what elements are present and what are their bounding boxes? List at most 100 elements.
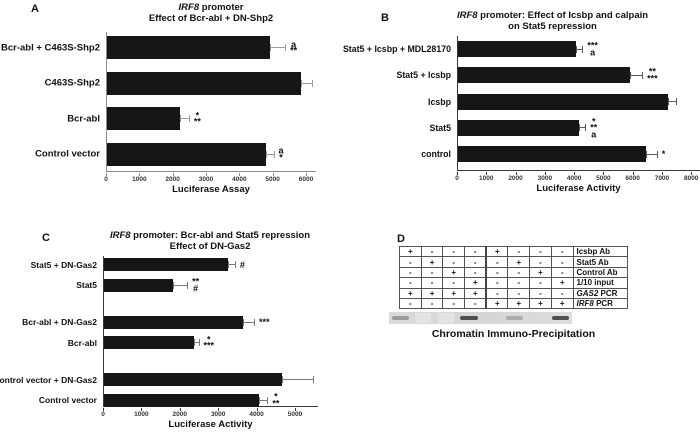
significance-mark: ***	[647, 73, 658, 84]
category-label: Icsbp	[428, 96, 451, 107]
gene-name-italic: IRF8	[109, 230, 131, 241]
error-bar	[179, 115, 190, 122]
panel-b-plot: *** a ** *** * ** a *	[457, 36, 700, 171]
condition-cell: +	[507, 297, 531, 310]
x-tick-mark	[486, 172, 488, 175]
condition-cell: -	[464, 245, 487, 258]
row-label: Stat5 Ab	[572, 256, 628, 268]
panel-b-title: IRF8 promoter: Effect of Icsbp and calpa…	[410, 10, 695, 32]
x-tick-label: 3000	[198, 176, 214, 183]
panel-c-label: C	[42, 232, 50, 244]
condition-cell: -	[485, 256, 509, 268]
row-label: Control Ab	[572, 266, 628, 279]
x-tick-mark	[256, 408, 258, 411]
panel-a-plot: a ** * ** a *	[106, 32, 316, 172]
panel-b: B IRF8 promoter: Effect of Icsbp and cal…	[342, 0, 700, 210]
panel-a-x-axis-label: Luciferase Assay	[172, 184, 250, 195]
x-tick-mark	[172, 173, 174, 176]
table-row: + + + + - - - - GAS2 PCR	[399, 287, 628, 299]
gel-lane	[412, 312, 435, 324]
table-row: + - - - + - - - Icsbp Ab	[399, 245, 628, 258]
bar	[107, 71, 302, 95]
error-bar	[630, 71, 644, 79]
panel-a-x-ticks: 0 1000 2000 3000 4000 5000 6000	[104, 173, 316, 187]
condition-cell: +	[420, 287, 444, 299]
significance-mark: #	[239, 259, 245, 270]
gene-name-italic: GAS2	[576, 288, 599, 298]
condition-cell: +	[442, 287, 466, 299]
x-tick-mark	[457, 172, 458, 175]
category-label: Stat5	[429, 122, 451, 133]
condition-cell: -	[529, 256, 552, 268]
condition-cell: +	[529, 266, 552, 279]
x-tick-mark	[306, 173, 307, 176]
panel-b-x-axis-label: Luciferase Activity	[536, 183, 621, 194]
significance-annotation: ***	[190, 111, 201, 126]
gel-lane	[435, 312, 458, 324]
significance-mark: #	[193, 283, 199, 293]
bar	[104, 258, 229, 271]
significance-annotation: ***a	[586, 117, 598, 140]
significance-mark: ***	[203, 340, 215, 351]
condition-cell: -	[550, 245, 574, 258]
significance-mark: **	[272, 398, 280, 408]
panel-c: C IRF8 promoter: Bcr-abl and Stat5 repre…	[0, 225, 350, 432]
bar	[458, 93, 668, 110]
panel-c-plot: # ** # *** * *** * **	[103, 256, 318, 407]
x-tick-label: 3000	[537, 175, 553, 182]
significance-mark: a	[591, 129, 597, 140]
bar	[107, 107, 180, 130]
row-label: Icsbp Ab	[572, 245, 628, 258]
x-tick-label: 4000	[566, 175, 582, 182]
condition-cell: -	[529, 277, 552, 289]
significance-mark: **	[648, 66, 656, 77]
panel-a-title: IRF8 promoter Effect of Bcr-abl + DN-Shp…	[61, 2, 361, 24]
x-tick-label: 6000	[625, 175, 640, 182]
condition-cell: +	[464, 287, 487, 299]
x-tick-label: 5000	[265, 176, 280, 183]
row-label: GAS2 PCR	[572, 287, 628, 299]
condition-cell: -	[399, 277, 422, 289]
gene-name-italic: IRF8	[576, 299, 594, 309]
row-label: IRF8 PCR	[572, 297, 628, 310]
bar	[458, 146, 647, 163]
condition-cell: -	[529, 287, 552, 299]
gel-image	[389, 312, 572, 324]
significance-mark: **	[290, 45, 298, 56]
panel-c-title-rest: promoter: Bcr-abl and Stat5 repression	[130, 230, 311, 241]
chip-condition-table: + - - - + - - - Icsbp Ab - + - - - + - - Stat5 Ab - - + - - - + -…	[399, 245, 628, 310]
gel-band	[460, 315, 478, 320]
panel-b-label: B	[381, 12, 389, 24]
panel-c-category-labels: Stat5 + DN-Gas2 Stat5 Bcr-abl + DN-Gas2 Bcr…	[0, 256, 100, 407]
condition-cell: -	[420, 297, 444, 310]
significance-annotation: ** #	[188, 276, 200, 293]
significance-mark: *	[279, 152, 283, 162]
significance-mark: **	[590, 122, 598, 133]
bar	[104, 373, 282, 386]
x-tick-label: 5000	[287, 411, 303, 418]
significance-mark: **	[192, 276, 200, 287]
category-label: C463S-Shp2	[44, 77, 100, 89]
condition-cell: -	[442, 245, 466, 258]
x-tick-mark	[239, 173, 241, 176]
condition-cell: -	[464, 297, 487, 310]
x-tick-mark	[106, 173, 107, 176]
condition-cell: -	[550, 266, 574, 279]
condition-cell: +	[550, 277, 574, 289]
panel-c-x-ticks: 0 1000 2000 3000 4000 5000	[101, 408, 318, 422]
condition-cell: +	[464, 277, 487, 289]
condition-cell: -	[399, 266, 422, 279]
error-bar	[266, 150, 275, 158]
significance-annotation: a **	[286, 40, 298, 56]
significance-mark: ***	[587, 40, 598, 51]
x-tick-label: 6000	[298, 176, 314, 183]
condition-cell: +	[399, 287, 422, 299]
gel-band	[391, 315, 410, 320]
table-row: - + - - - + - - Stat5 Ab	[399, 256, 628, 268]
significance-annotation: a *	[275, 146, 284, 162]
condition-cell: -	[420, 245, 444, 258]
category-label: Stat5 + Icsbp + MDL28170	[342, 44, 451, 54]
bar	[104, 336, 194, 349]
x-tick-mark	[691, 172, 693, 175]
